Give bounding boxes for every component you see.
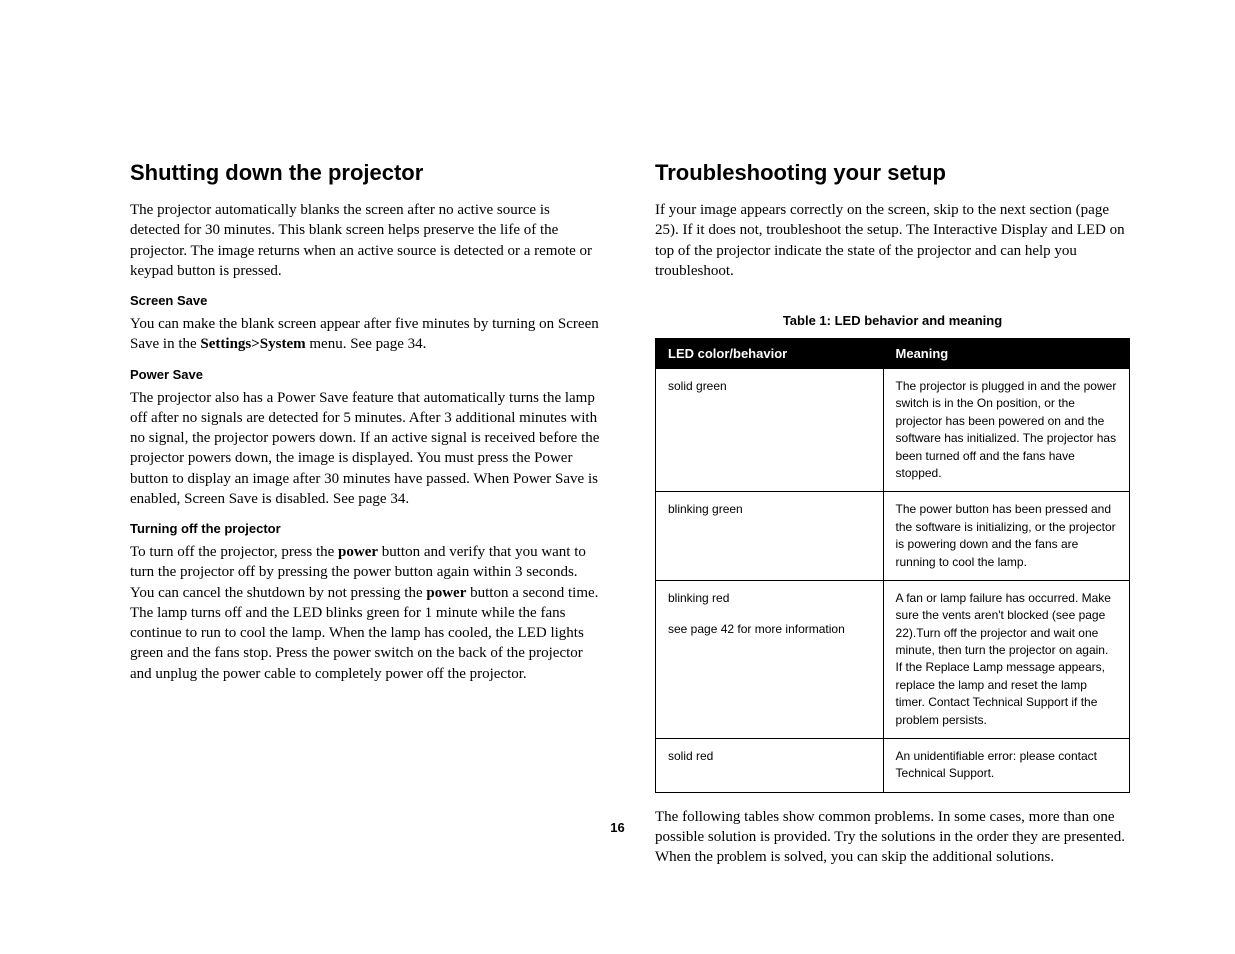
intro-text: The projector automatically blanks the s… — [130, 200, 600, 281]
left-column: Shutting down the projector The projecto… — [130, 160, 600, 880]
subhead-turnoff: Turning off the projector — [130, 521, 600, 536]
table-row: solid red An unidentifiable error: pleas… — [656, 739, 1130, 793]
settings-system-bold: Settings>System — [200, 336, 305, 352]
th-meaning: Meaning — [883, 339, 1129, 369]
after-table-text: The following tables show common problem… — [655, 807, 1130, 868]
table-row: blinking green The power button has been… — [656, 492, 1130, 581]
row-c1: blinking green — [668, 502, 743, 516]
turnoff-body: To turn off the projector, press the pow… — [130, 542, 600, 684]
row-c1: solid green — [668, 379, 727, 393]
power-save-body: The projector also has a Power Save feat… — [130, 388, 600, 510]
cell-meaning: An unidentifiable error: please contact … — [883, 739, 1129, 793]
page-number: 16 — [0, 820, 1235, 835]
screen-save-text-b: menu. See page 34. — [306, 336, 427, 352]
cell-meaning: The projector is plugged in and the powe… — [883, 369, 1129, 492]
cell-meaning: The power button has been pressed and th… — [883, 492, 1129, 581]
cell-behavior: solid red — [656, 739, 884, 793]
troubleshoot-intro: If your image appears correctly on the s… — [655, 200, 1130, 281]
right-column: Troubleshooting your setup If your image… — [655, 160, 1130, 880]
heading-shutdown: Shutting down the projector — [130, 160, 600, 186]
page-content: Shutting down the projector The projecto… — [0, 0, 1235, 880]
row-c1: solid red — [668, 749, 713, 763]
led-table: LED color/behavior Meaning solid green T… — [655, 338, 1130, 793]
table-row: solid green The projector is plugged in … — [656, 369, 1130, 492]
cell-behavior: solid green — [656, 369, 884, 492]
power-bold-1: power — [338, 544, 378, 560]
power-bold-2: power — [426, 585, 466, 601]
table-header-row: LED color/behavior Meaning — [656, 339, 1130, 369]
cell-behavior: blinking red see page 42 for more inform… — [656, 580, 884, 738]
turnoff-a: To turn off the projector, press the — [130, 544, 338, 560]
table-caption: Table 1: LED behavior and meaning — [655, 313, 1130, 328]
table-row: blinking red see page 42 for more inform… — [656, 580, 1130, 738]
screen-save-body: You can make the blank screen appear aft… — [130, 314, 600, 355]
cell-behavior: blinking green — [656, 492, 884, 581]
th-behavior: LED color/behavior — [656, 339, 884, 369]
subhead-power-save: Power Save — [130, 367, 600, 382]
row-c1b: see page 42 for more information — [668, 621, 871, 638]
cell-meaning: A fan or lamp failure has occurred. Make… — [883, 580, 1129, 738]
heading-troubleshoot: Troubleshooting your setup — [655, 160, 1130, 186]
row-c1: blinking red — [668, 591, 729, 605]
subhead-screen-save: Screen Save — [130, 293, 600, 308]
